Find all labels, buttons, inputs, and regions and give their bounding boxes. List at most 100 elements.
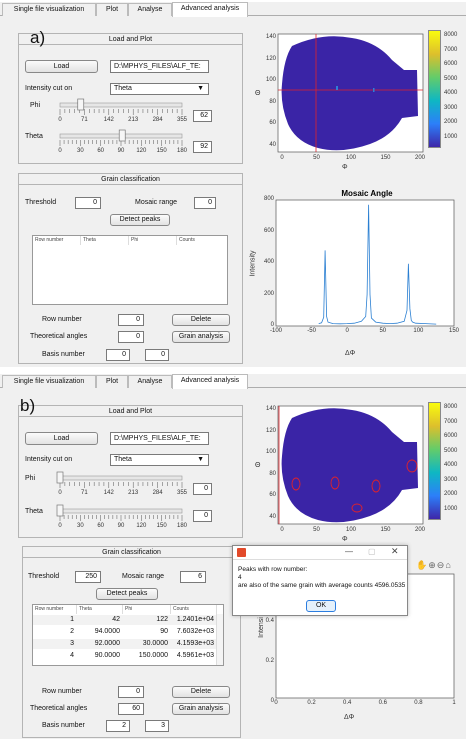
minimize-icon[interactable]: —	[345, 547, 353, 556]
intensity-map[interactable]	[252, 398, 462, 548]
basis-number-field-1[interactable]: 0	[106, 349, 130, 361]
intensity-cut-label: Intensity cut on	[25, 456, 73, 463]
tab-analyse[interactable]: Analyse	[128, 3, 172, 16]
zoom-in-icon[interactable]: ⊕	[428, 560, 437, 570]
tab-single-file[interactable]: Single file visualization	[2, 3, 96, 16]
plot-x-tick-label: 150	[448, 328, 459, 334]
plot-x-tick-label: 0	[274, 700, 278, 706]
phi-slider-ticks	[59, 482, 183, 488]
close-icon[interactable]: ✕	[391, 546, 399, 556]
peak-marker	[351, 503, 363, 513]
peaks-table[interactable]: Row number Theta Phi Counts 1 42 122 1.2401…	[32, 604, 224, 666]
tab-advanced-analysis[interactable]: Advanced analysis	[172, 2, 248, 17]
row-number-field[interactable]: 0	[118, 314, 144, 326]
ok-button[interactable]: OK	[306, 600, 336, 612]
row-number-field[interactable]: 0	[118, 686, 144, 698]
grain-analysis-button[interactable]: Grain analysis	[172, 331, 230, 343]
maximize-icon[interactable]: ▢	[368, 547, 376, 556]
detect-peaks-button[interactable]: Detect peaks	[96, 588, 158, 600]
theta-slider-thumb	[118, 129, 126, 142]
basis-number-field-1[interactable]: 2	[106, 720, 130, 732]
threshold-field[interactable]: 250	[75, 571, 101, 583]
phi-tick-label: 355	[176, 117, 187, 123]
peak-marker	[406, 459, 418, 473]
map-x-tick-label: 200	[414, 155, 425, 161]
table-row[interactable]	[33, 651, 223, 661]
map-colorbar	[428, 30, 441, 148]
map-y-tick-label: 140	[265, 34, 276, 40]
table-row[interactable]	[33, 639, 223, 649]
tab-plot[interactable]: Plot	[96, 375, 128, 388]
detect-peaks-button[interactable]: Detect peaks	[110, 214, 170, 226]
theta-slider[interactable]	[56, 504, 186, 536]
load-button[interactable]: Load	[25, 432, 98, 445]
load-button[interactable]: Load	[25, 60, 98, 73]
plot-x-tick-label: 0	[345, 328, 349, 334]
phi-tick-label: 284	[152, 117, 163, 123]
theta-slider[interactable]	[56, 129, 186, 161]
table-cell: 2	[70, 628, 74, 635]
intensity-cut-select[interactable]: Theta ▼	[110, 83, 209, 95]
theta-tick-label: 60	[97, 148, 104, 154]
intensity-map[interactable]	[252, 26, 462, 176]
colorbar-tick-label: 2000	[444, 491, 458, 497]
load-plot-title: Load and Plot	[19, 406, 242, 417]
colorbar-tick-label: 4000	[444, 90, 458, 96]
dropdown-arrow-icon: ▼	[197, 85, 204, 92]
tab-analyse[interactable]: Analyse	[128, 375, 172, 388]
file-path-field[interactable]: D:\MPHYS_FILES\ALF_TE:	[110, 432, 209, 445]
tab-plot[interactable]: Plot	[96, 3, 128, 16]
matlab-icon	[237, 548, 246, 557]
phi-slider[interactable]	[56, 98, 186, 130]
home-icon[interactable]: ⌂	[445, 560, 452, 570]
colorbar-tick-label: 5000	[444, 447, 458, 454]
theta-slider-ticks	[59, 140, 183, 146]
colorbar-tick-label: 2000	[444, 119, 458, 125]
intensity-cut-select[interactable]: Theta ▼	[110, 454, 209, 466]
phi-slider-thumb	[77, 98, 85, 111]
mosaic-angle-plot[interactable]	[252, 198, 464, 348]
theta-value-field[interactable]: 92	[193, 141, 212, 153]
pan-icon[interactable]: ✋	[416, 560, 429, 570]
table-row[interactable]	[33, 615, 223, 625]
theoretical-angles-field[interactable]: 0	[118, 331, 144, 343]
basis-number-field-2[interactable]: 3	[145, 720, 169, 732]
theta-label: Theta	[25, 133, 43, 140]
theta-tick-label: 90	[117, 523, 125, 529]
colorbar-tick-label: 1000	[444, 505, 458, 512]
basis-number-field-2[interactable]: 0	[145, 349, 169, 361]
table-cell: 4	[70, 652, 74, 659]
zoom-out-icon[interactable]: ⊖	[436, 560, 446, 570]
grain-group: Grain classification	[22, 546, 241, 738]
basis-number-label: Basis number	[42, 722, 85, 729]
phi-value-field[interactable]: 0	[193, 483, 212, 495]
theta-slider-track	[59, 508, 183, 514]
grain-analysis-button[interactable]: Grain analysis	[172, 703, 230, 715]
plot-x-tick-label: 0.2	[307, 700, 316, 706]
delete-button[interactable]: Delete	[172, 686, 230, 698]
threshold-field[interactable]: 0	[75, 197, 101, 209]
theoretical-angles-field[interactable]: 60	[118, 703, 144, 715]
row-number-label: Row number	[42, 688, 82, 695]
map-y-tick-label: 60	[269, 120, 276, 126]
peaks-table[interactable]: Row number Theta Phi Counts	[32, 235, 228, 305]
phi-tick-label: 0	[58, 490, 62, 496]
phi-slider[interactable]	[56, 471, 186, 503]
peak-marker	[371, 479, 381, 493]
map-y-tick-label: 40	[269, 513, 276, 520]
tab-single-file[interactable]: Single file visualization	[2, 375, 96, 388]
theta-value-field[interactable]: 0	[193, 510, 212, 522]
table-row[interactable]	[33, 627, 223, 637]
tab-advanced-analysis[interactable]: Advanced analysis	[172, 374, 248, 389]
mosaic-range-field[interactable]: 0	[194, 197, 216, 209]
table-scrollbar[interactable]	[216, 614, 223, 665]
grain-title: Grain classification	[23, 547, 240, 558]
plot-y-label: Intensi	[257, 617, 265, 638]
phi-value-field[interactable]: 62	[193, 110, 212, 122]
phi-slider-thumb	[56, 471, 64, 484]
file-path-field[interactable]: D:\MPHYS_FILES\ALF_TE:	[110, 60, 209, 73]
delete-button[interactable]: Delete	[172, 314, 230, 326]
mosaic-range-field[interactable]: 6	[180, 571, 206, 583]
panel-b: Single file visualization Plot Analyse A…	[0, 374, 466, 739]
theta-tick-label: 150	[156, 148, 167, 154]
